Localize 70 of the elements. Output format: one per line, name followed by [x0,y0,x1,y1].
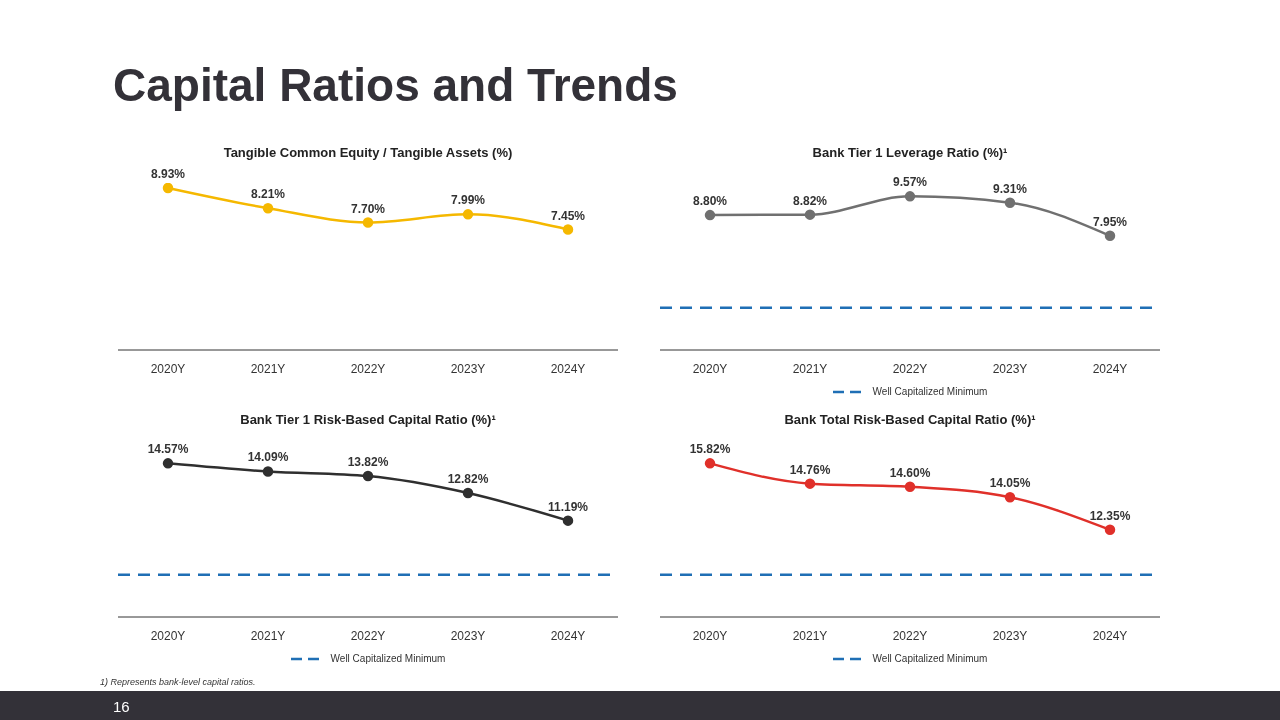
point [704,209,716,221]
point [162,183,174,194]
legend-label: Well Capitalized Minimum [872,386,988,397]
point [562,515,574,526]
chart-title: Bank Tier 1 Risk-Based Capital Ratio (%)¹ [239,412,497,429]
x-tick-label: 2022Y [892,361,928,376]
data-label: 8.21% [250,187,286,202]
text: Capital Ratios and Trends [113,58,678,112]
x-tick-label: 2022Y [892,628,928,643]
point [1004,197,1016,208]
x-tick-label: 2021Y [250,361,286,376]
data-label: 14.57% [147,442,189,457]
point [1104,524,1116,535]
data-label: 12.35% [1089,508,1131,523]
point [904,481,916,492]
x-tick-label: 2022Y [350,628,386,643]
data-label: 13.82% [347,455,389,470]
data-label: 15.82% [689,442,731,457]
data-label: 14.60% [889,465,931,480]
chart-title: Bank Total Risk-Based Capital Ratio (%)¹ [783,412,1037,429]
x-tick-label: 2023Y [992,628,1028,643]
data-label: 9.57% [892,175,928,190]
chart-title: Bank Tier 1 Leverage Ratio (%)¹ [811,145,1009,162]
point [162,458,174,469]
point [804,478,816,489]
point [262,466,274,477]
x-tick-label: 2023Y [450,628,486,643]
point [262,202,274,214]
point [362,217,374,228]
data-label: 9.31% [992,181,1028,196]
point [704,458,716,469]
x-tick-label: 2021Y [250,628,286,643]
point [1104,230,1116,242]
x-tick-label: 2020Y [150,361,186,376]
data-label: 11.19% [547,499,589,514]
point [562,224,574,235]
x-tick-label: 2021Y [792,628,828,643]
x-tick-label: 2020Y [150,628,186,643]
data-label: 8.82% [792,193,828,208]
point [1004,491,1016,503]
data-label: 8.80% [692,194,728,209]
text: 16 [113,698,130,715]
x-tick-label: 2023Y [450,361,486,376]
legend-label: Well Capitalized Minimum [330,653,446,664]
x-tick-label: 2021Y [792,361,828,376]
point [904,191,916,202]
data-label: 7.45% [550,208,586,223]
data-label: 12.82% [447,472,489,487]
x-tick-label: 2023Y [992,361,1028,376]
data-label: 8.93% [150,166,186,181]
x-tick-label: 2024Y [1092,628,1128,643]
data-label: 14.05% [989,476,1031,491]
chart-title: Tangible Common Equity / Tangible Assets (%) [222,145,514,162]
data-label: 7.70% [350,201,386,216]
x-tick-label: 2024Y [550,628,586,643]
x-tick-label: 2024Y [1092,361,1128,376]
x-tick-label: 2020Y [692,628,728,643]
legend-label: Well Capitalized Minimum [872,653,988,664]
data-label: 14.09% [247,450,289,465]
point [462,487,474,499]
x-tick-label: 2024Y [550,361,586,376]
point [804,209,816,220]
x-tick-label: 2022Y [350,361,386,376]
point [462,209,474,220]
text: 1) Represents bank-level capital ratios. [100,677,256,687]
data-label: 7.95% [1092,214,1128,229]
x-tick-label: 2020Y [692,361,728,376]
data-label: 7.99% [450,193,486,208]
point [362,470,374,482]
data-label: 14.76% [789,462,831,477]
